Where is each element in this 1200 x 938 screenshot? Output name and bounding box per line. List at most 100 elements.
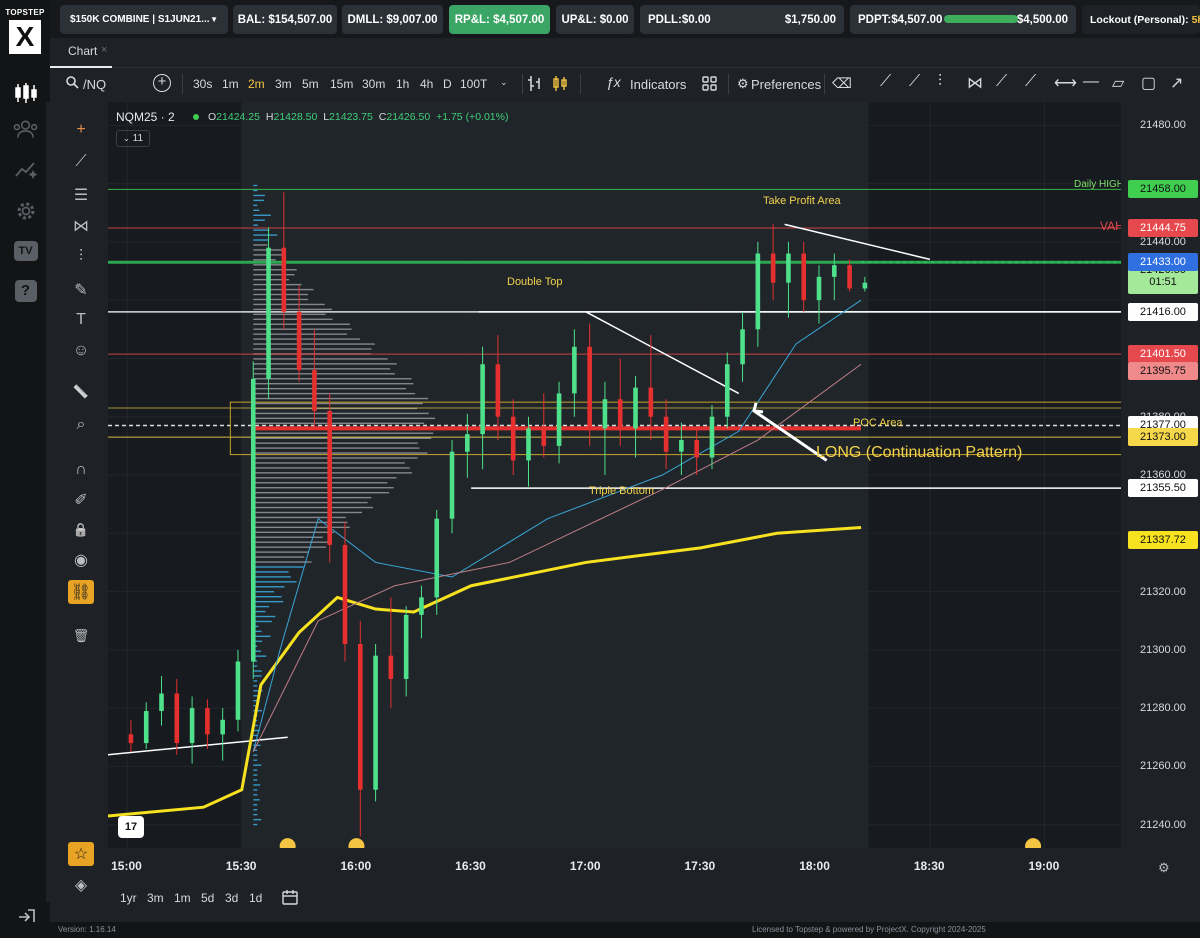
channel-icon[interactable]: ▱ xyxy=(1112,75,1125,92)
horizontal-line-icon[interactable]: ⟷ xyxy=(1054,75,1077,92)
interval-5m[interactable]: 5m xyxy=(302,77,319,91)
pencil-lock-icon[interactable]: ✐ xyxy=(74,492,88,509)
lines-icon[interactable]: ☰ xyxy=(73,187,89,204)
volume-profile-bar xyxy=(253,402,423,405)
horizontal-ray-icon[interactable]: — xyxy=(1083,73,1099,90)
volume-profile-bar xyxy=(253,779,258,781)
volume-profile-bar xyxy=(253,546,327,548)
layout-grid-icon[interactable] xyxy=(702,76,717,96)
poc-area-label: POC Area xyxy=(853,417,903,429)
arrow-icon[interactable]: ↗ xyxy=(1170,75,1184,92)
volume-profile-bar xyxy=(253,323,350,325)
layers-icon[interactable]: ◈ xyxy=(74,877,88,894)
interval-2m[interactable]: 2m xyxy=(248,77,265,91)
range-3m[interactable]: 3m xyxy=(147,891,164,905)
interval-3m[interactable]: 3m xyxy=(275,77,292,91)
eye-icon[interactable]: ◉ xyxy=(74,552,88,569)
long-arrow xyxy=(752,402,828,462)
interval-30m[interactable]: 30m xyxy=(362,77,386,91)
brush-icon[interactable]: ✎ xyxy=(74,282,88,299)
text-icon[interactable]: T xyxy=(76,311,86,328)
eraser-icon[interactable]: ⌫ xyxy=(832,75,852,91)
favorites-star-icon[interactable]: ☆ xyxy=(68,842,94,866)
parallel-icon[interactable]: ⟋ xyxy=(1025,73,1037,90)
range-5d[interactable]: 5d xyxy=(201,891,215,905)
drawing-toolbar xyxy=(46,102,108,902)
emoji-icon[interactable]: ☺ xyxy=(72,342,90,359)
volume-profile-bar xyxy=(253,407,418,410)
ruler-icon[interactable]: 📏 xyxy=(72,384,90,399)
volume-profile-bar xyxy=(253,318,333,320)
price-badge: 21458.00 xyxy=(1128,180,1198,199)
ray-icon[interactable]: ⟋ xyxy=(909,73,921,90)
pattern-icon[interactable]: ⋈ xyxy=(967,75,983,92)
indicators-icon[interactable]: ƒx xyxy=(606,74,621,90)
search-icon[interactable] xyxy=(66,76,79,92)
interval-15m[interactable]: 15m xyxy=(330,77,354,91)
rectangle-icon[interactable]: ▢ xyxy=(1141,75,1157,92)
chart-plot-area[interactable] xyxy=(108,102,1121,848)
volume-profile-bar xyxy=(253,308,332,311)
zoom-icon[interactable]: ⌕ xyxy=(76,416,86,433)
interval-1m[interactable]: 1m xyxy=(222,77,239,91)
interval-30s[interactable]: 30s xyxy=(193,77,213,91)
lock-icon[interactable]: 🔒 xyxy=(72,522,90,537)
preferences-button[interactable]: Preferences xyxy=(751,77,822,92)
tradingview-icon[interactable]: TV xyxy=(13,238,38,263)
volume-profile-bar xyxy=(253,541,329,543)
chevron-down-icon: ⌄ xyxy=(122,134,130,143)
bar-style-icon[interactable] xyxy=(527,75,543,97)
price-chart[interactable] xyxy=(108,102,1121,848)
link-icon[interactable]: ⛓ xyxy=(68,580,94,604)
candle-body xyxy=(663,416,669,452)
indicator-toggle[interactable]: ⌄ 11 xyxy=(116,130,150,147)
range-1m[interactable]: 1m xyxy=(174,891,191,905)
time-label: 15:00 xyxy=(111,859,142,873)
range-3d[interactable]: 3d xyxy=(225,891,239,905)
pattern-icon[interactable]: ⋈ xyxy=(73,218,89,235)
date-range-icon[interactable] xyxy=(282,889,298,910)
volume-profile-bar xyxy=(253,229,270,231)
settings-gear-icon[interactable] xyxy=(13,198,38,223)
bar-countdown: 01:51 xyxy=(1149,276,1177,288)
axis-settings-icon[interactable]: ⚙ xyxy=(1158,860,1170,875)
balance-badge: BAL: $154,507.00 xyxy=(233,5,337,34)
range-1d[interactable]: 1d xyxy=(249,891,263,905)
lockout-badge[interactable]: Lockout (Personal): 5h xyxy=(1082,5,1200,34)
time-axis[interactable] xyxy=(108,848,1121,882)
candle-style-icon[interactable] xyxy=(552,75,568,97)
account-label: $150K COMBINE | S1JUN21... xyxy=(70,14,210,25)
preferences-gear-icon[interactable]: ⚙ xyxy=(737,76,749,91)
interval-4h[interactable]: 4h xyxy=(420,77,434,91)
price-label: 21320.00 xyxy=(1140,585,1186,598)
trendline-icon[interactable]: ⟋ xyxy=(75,153,87,170)
crosshair-icon[interactable]: + xyxy=(76,121,86,138)
trash-icon[interactable]: 🗑 xyxy=(72,628,90,643)
magnet-icon[interactable]: ∩ xyxy=(75,461,87,478)
logo-mark: X xyxy=(9,20,41,54)
price-badge: 21355.50 xyxy=(1128,479,1198,498)
symbol-search-input[interactable]: /NQ xyxy=(83,77,107,92)
trend-sparkle-icon[interactable] xyxy=(13,156,38,181)
interval-1h[interactable]: 1h xyxy=(396,77,410,91)
volume-profile-bar xyxy=(253,482,388,484)
help-icon[interactable]: ? xyxy=(13,278,38,303)
volume-profile-bar xyxy=(253,313,326,316)
interval-D[interactable]: D xyxy=(443,77,452,91)
interval-dropdown-chevron-icon[interactable]: ⌄ xyxy=(500,77,508,87)
fib-icon[interactable]: ⫶ xyxy=(78,248,83,265)
account-selector[interactable]: $150K COMBINE | S1JUN21... ▼ xyxy=(60,5,228,34)
tab-close-icon[interactable]: × xyxy=(101,44,108,56)
users-icon[interactable] xyxy=(13,116,38,141)
fib-icon[interactable]: ⫶ xyxy=(938,73,943,90)
volume-profile-bar xyxy=(253,293,308,296)
trendline-icon[interactable]: ⟋ xyxy=(880,73,892,90)
volume-profile-bar xyxy=(253,368,391,370)
path-icon[interactable]: ⟋ xyxy=(996,73,1008,90)
chart-candles-icon[interactable] xyxy=(13,80,38,105)
interval-100T[interactable]: 100T xyxy=(460,77,488,91)
tab-chart[interactable] xyxy=(50,38,112,68)
add-symbol-icon[interactable]: + xyxy=(153,74,171,92)
indicators-button[interactable]: Indicators xyxy=(630,77,687,92)
range-1yr[interactable]: 1yr xyxy=(120,891,137,905)
